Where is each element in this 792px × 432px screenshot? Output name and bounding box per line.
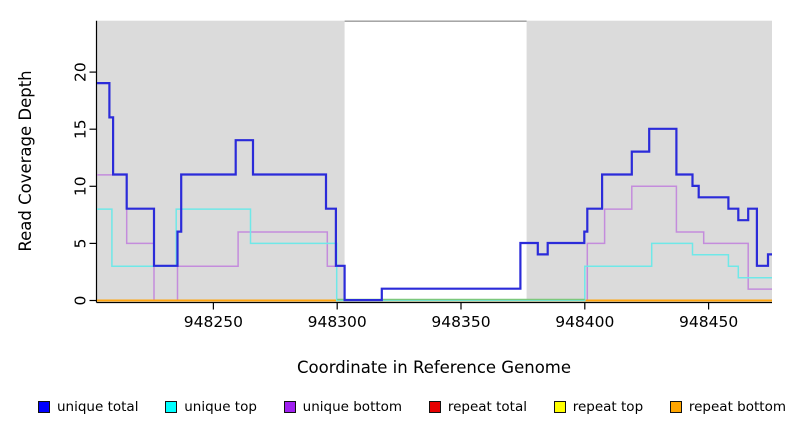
y-tick-label: 5 [72,238,90,248]
plot-background [97,20,772,301]
shaded-region [526,20,772,301]
x-tick-label: 948350 [431,313,490,331]
legend-swatch [553,401,566,413]
legend-item-repeat-total: repeat total [428,399,527,415]
legend-label: repeat total [447,399,527,415]
y-tick-label: 10 [72,176,90,196]
x-tick-label: 948400 [555,313,614,331]
series-line-unique-top [97,208,772,302]
y-tick-label: 15 [72,119,90,139]
series-lines [97,82,772,302]
legend-swatch [669,401,682,413]
axes: 0 5 10 15 20 948250 948300 948350 948400 948450 [72,20,772,331]
legend-item-unique-total: unique total [38,399,138,415]
series-line-unique-total [97,82,772,302]
legend-label: unique total [57,399,139,415]
x-axis-title: Coordinate in Reference Genome [297,358,571,377]
x-tick-label: 948300 [308,313,367,331]
y-axis-title: Read Coverage Depth [16,70,35,251]
legend-item-repeat-top: repeat top [553,399,644,415]
legend-swatch [283,401,296,413]
legend-label: repeat bottom [688,399,786,415]
legend-item-unique-bottom: unique bottom [283,399,403,415]
legend-swatch [38,401,50,413]
legend-item-repeat-bottom: repeat bottom [669,399,786,415]
shaded-region [97,20,345,301]
coverage-plot-canvas: 0 5 10 15 20 948250 948300 948350 948400 948450 C… [16,20,772,377]
legend-swatch [428,401,441,413]
legend-swatch [165,401,178,413]
y-tick-label: 20 [72,62,90,82]
legend: unique total unique top unique bottom repea… [38,396,786,418]
x-tick-label: 948250 [184,313,243,331]
legend-label: repeat top [572,399,644,415]
legend-label: unique top [184,399,257,415]
x-tick-label: 948450 [679,313,738,331]
legend-label: unique bottom [302,399,403,415]
y-tick-label: 0 [72,296,90,306]
legend-item-unique-top: unique top [165,399,257,415]
